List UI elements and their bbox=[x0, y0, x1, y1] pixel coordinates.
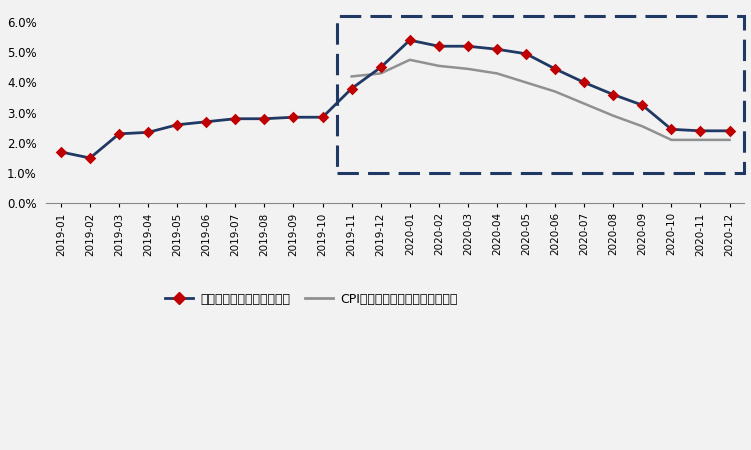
Point bbox=[520, 50, 532, 58]
Point bbox=[171, 121, 183, 128]
Point bbox=[665, 126, 677, 133]
Point bbox=[113, 130, 125, 137]
Point bbox=[345, 85, 357, 92]
Point bbox=[578, 79, 590, 86]
Point bbox=[142, 129, 154, 136]
Point bbox=[317, 114, 329, 121]
Point bbox=[229, 115, 241, 122]
Point bbox=[404, 36, 416, 44]
Point bbox=[201, 118, 213, 126]
Legend: 考虑猪肉拉动后的同比预测, CPI同比（基于历史均值的预测）: 考虑猪肉拉动后的同比预测, CPI同比（基于历史均值的预测） bbox=[160, 288, 463, 311]
Point bbox=[55, 148, 67, 156]
Point bbox=[695, 127, 707, 135]
Point bbox=[258, 115, 270, 122]
Point bbox=[84, 154, 96, 162]
Point bbox=[375, 64, 387, 71]
Point bbox=[462, 43, 474, 50]
Point bbox=[636, 102, 648, 109]
Point bbox=[723, 127, 735, 135]
Point bbox=[433, 43, 445, 50]
Point bbox=[288, 114, 300, 121]
Bar bbox=[337, 16, 744, 173]
Point bbox=[549, 65, 561, 72]
Point bbox=[491, 45, 503, 53]
Point bbox=[608, 91, 620, 98]
